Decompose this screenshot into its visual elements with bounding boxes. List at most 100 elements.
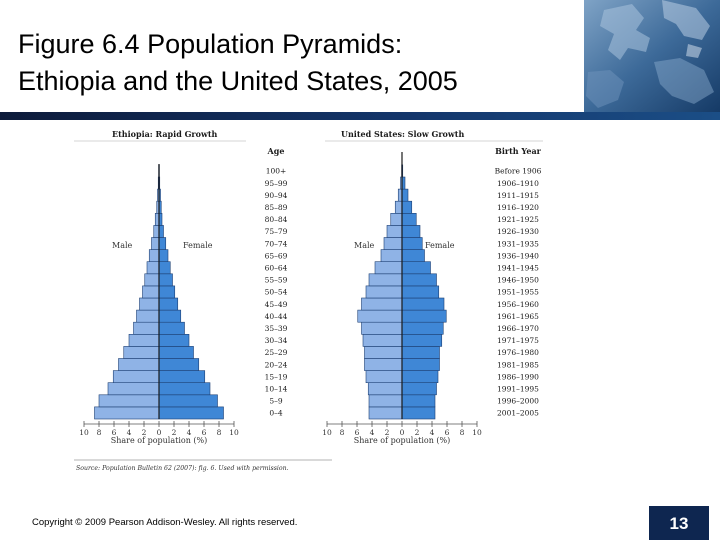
age-label: 75–79 [265, 227, 288, 236]
birth-year-label: 1916–1920 [497, 203, 539, 212]
us-female-bar [402, 334, 442, 346]
ethiopia-male-bar [149, 250, 159, 262]
ethiopia-x-label: Share of population (%) [111, 436, 208, 445]
age-label: 100+ [266, 167, 287, 176]
birth-year-label: 1951–1955 [497, 288, 539, 297]
ethiopia-male-bar [137, 310, 160, 322]
us-pyramid-figure: United States: Slow Growth Male Female B… [323, 122, 553, 474]
ethiopia-female-bar [159, 262, 170, 274]
ethiopia-female-bar [159, 225, 164, 237]
age-label: 85–89 [265, 203, 288, 212]
slide-title-line-1: Figure 6.4 Population Pyramids: [18, 26, 558, 63]
birth-year-label: 1921–1925 [497, 215, 539, 224]
us-x-label: Share of population (%) [354, 436, 451, 445]
slide-title: Figure 6.4 Population Pyramids: Ethiopia… [18, 26, 558, 100]
us-female-bar [402, 213, 416, 225]
ethiopia-male-bar [134, 322, 160, 334]
age-label: 0–4 [269, 409, 283, 418]
decorative-map-banner [584, 0, 720, 112]
age-labels: 0–45–910–1415–1920–2425–2930–3435–3940–4… [265, 167, 288, 418]
ethiopia-female-bar [159, 250, 168, 262]
age-label: 20–24 [265, 360, 288, 369]
us-male-bar [369, 407, 402, 419]
age-label: 90–94 [265, 191, 288, 200]
ethiopia-male-bar [140, 298, 160, 310]
birth-year-label: 1931–1935 [497, 239, 539, 248]
us-title: United States: Slow Growth [341, 129, 464, 139]
birth-year-label: Before 1906 [495, 167, 542, 176]
ethiopia-female-bar [159, 322, 185, 334]
slide-number: 13 [649, 506, 709, 540]
us-male-bar [387, 225, 402, 237]
us-male-bar [381, 250, 402, 262]
us-female-bar [402, 201, 412, 213]
age-label: 55–59 [265, 276, 288, 285]
age-label: 35–39 [265, 324, 288, 333]
birth-year-label: 1986–1990 [497, 372, 539, 381]
us-male-bar [365, 346, 403, 358]
ethiopia-female-bar [159, 371, 205, 383]
birth-year-label: 1956–1960 [497, 300, 539, 309]
us-x-tick-label: 10 [472, 428, 482, 437]
us-female-bar [402, 250, 425, 262]
us-male-bar [365, 359, 403, 371]
us-male-bar [384, 238, 402, 250]
us-male-bar [366, 286, 402, 298]
us-male-bar [358, 310, 402, 322]
age-label: 60–64 [265, 264, 288, 273]
age-label: 45–49 [265, 300, 288, 309]
birth-year-label: 1926–1930 [497, 227, 539, 236]
age-label: 70–74 [265, 239, 288, 248]
birth-year-label: 1941–1945 [497, 264, 539, 273]
birth-year-label: 1966–1970 [497, 324, 539, 333]
age-label: 95–99 [265, 179, 288, 188]
us-female-bar [402, 359, 440, 371]
us-female-label: Female [425, 241, 455, 250]
us-x-tick-label: 8 [460, 428, 465, 437]
ethiopia-x-tick-label: 10 [79, 428, 89, 437]
ethiopia-female-bar [159, 238, 166, 250]
ethiopia-female-bar [159, 334, 189, 346]
birth-year-label: 1946–1950 [497, 276, 539, 285]
slide-title-line-2: Ethiopia and the United States, 2005 [18, 63, 558, 100]
us-x-tick-label: 8 [340, 428, 345, 437]
age-label: 5–9 [269, 397, 283, 406]
ethiopia-male-bar [95, 407, 160, 419]
birth-year-label: 1961–1965 [497, 312, 539, 321]
ethiopia-male-bar [152, 238, 160, 250]
ethiopia-female-bar [159, 383, 210, 395]
population-pyramids-figure: Ethiopia: Rapid Growth Male Female Age 0… [74, 122, 344, 474]
ethiopia-female-bar [159, 310, 181, 322]
us-male-bar [391, 213, 402, 225]
ethiopia-male-bar [129, 334, 159, 346]
us-female-bar [402, 407, 435, 419]
birth-year-label: 1991–1995 [497, 385, 539, 394]
us-male-bar [363, 334, 402, 346]
age-label: 80–84 [265, 215, 288, 224]
birth-year-label: 1906–1910 [497, 179, 539, 188]
age-label: 65–69 [265, 251, 288, 260]
ethiopia-male-bar [119, 359, 160, 371]
ethiopia-male-bar [113, 371, 159, 383]
us-male-bar [362, 298, 403, 310]
us-female-bar [402, 395, 435, 407]
ethiopia-x-tick-label: 10 [229, 428, 239, 437]
ethiopia-male-bar [147, 262, 159, 274]
us-male-bar [369, 395, 402, 407]
us-female-bar [402, 298, 444, 310]
source-note: Source: Population Bulletin 62 (2007): f… [76, 465, 289, 472]
age-label: 40–44 [265, 312, 288, 321]
us-female-bar [402, 322, 443, 334]
ethiopia-female-label: Female [183, 241, 213, 250]
birth-year-label: 1911–1915 [497, 191, 539, 200]
us-female-bar [402, 274, 437, 286]
birth-year-label: 1971–1975 [497, 336, 539, 345]
us-female-bar [402, 238, 422, 250]
us-female-bar [402, 346, 440, 358]
age-label: 30–34 [265, 336, 288, 345]
header-rule [0, 112, 720, 120]
ethiopia-female-bar [159, 395, 218, 407]
ethiopia-male-bar [108, 383, 159, 395]
